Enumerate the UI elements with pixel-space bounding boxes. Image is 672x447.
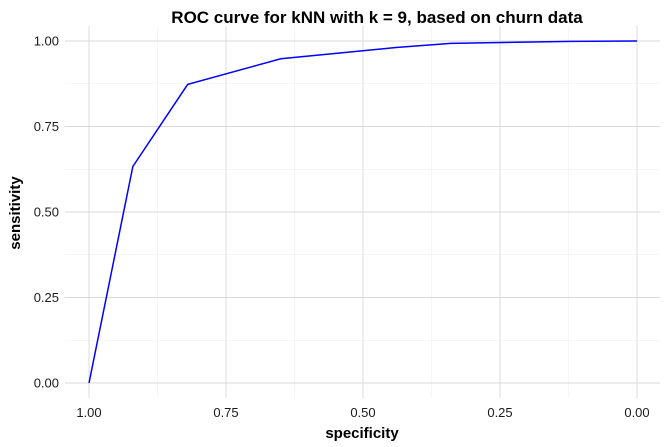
x-tick-label: 0.50: [350, 405, 375, 420]
x-tick-label: 0.75: [213, 405, 238, 420]
x-axis-title: specificity: [325, 425, 399, 442]
y-tick-labels: 0.00 0.25 0.50 0.75 1.00: [34, 34, 59, 391]
y-axis-title: sensitivity: [7, 176, 24, 250]
y-tick-label: 0.75: [34, 119, 59, 134]
y-tick-label: 0.00: [34, 376, 59, 391]
roc-curve-line: [88, 40, 638, 384]
curves: [88, 40, 638, 384]
x-tick-label: 0.00: [624, 405, 649, 420]
grid: [65, 26, 660, 398]
y-tick-label: 1.00: [34, 34, 59, 49]
x-tick-label: 0.25: [487, 405, 512, 420]
y-tick-label: 0.25: [34, 290, 59, 305]
chart-title: ROC curve for kNN with k = 9, based on c…: [171, 8, 583, 27]
y-tick-label: 0.50: [34, 205, 59, 220]
x-tick-label: 1.00: [76, 405, 101, 420]
x-tick-labels: 1.00 0.75 0.50 0.25 0.00: [76, 405, 649, 420]
